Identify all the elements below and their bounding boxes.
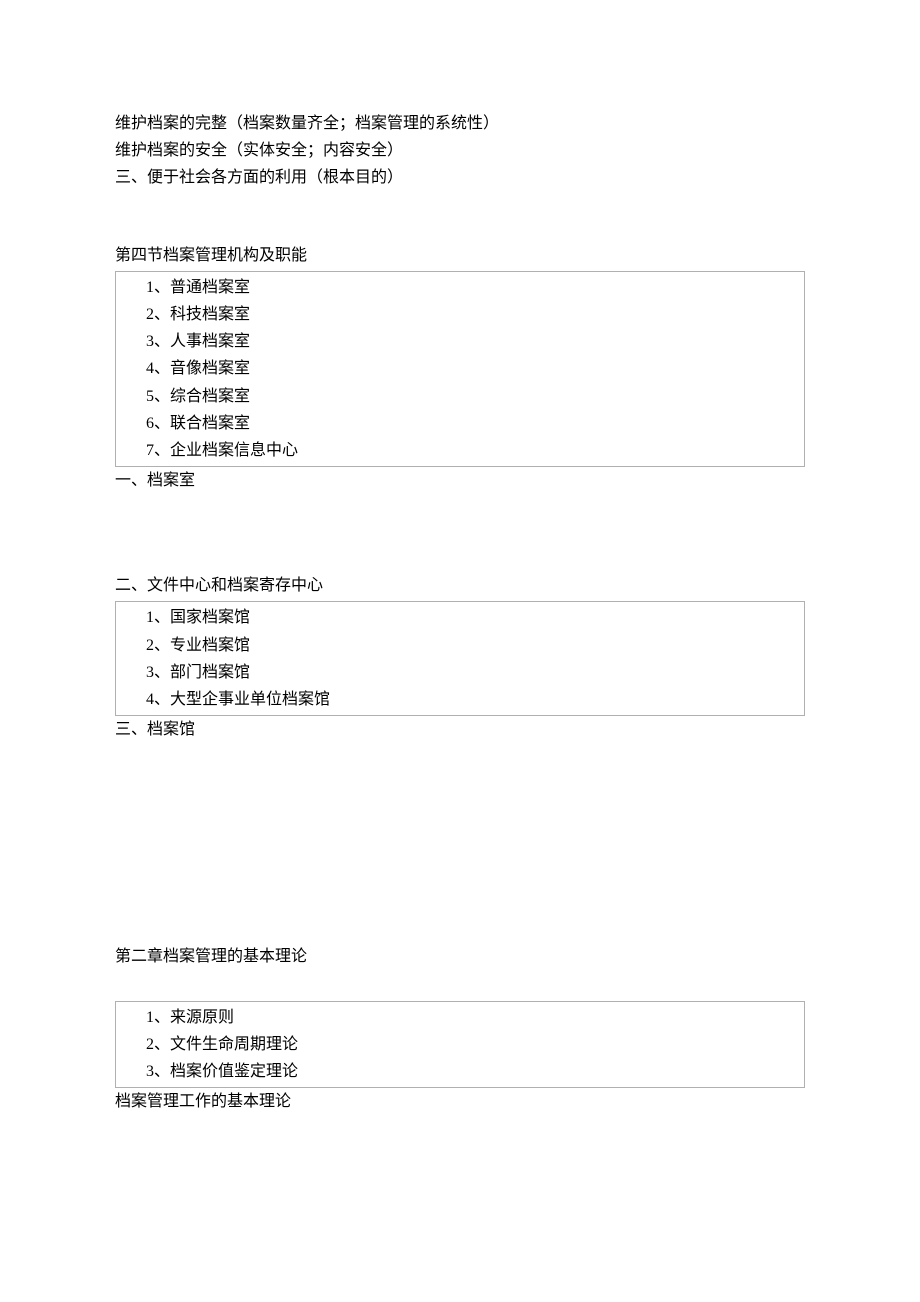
list-item: 2、文件生命周期理论: [146, 1031, 804, 1058]
list-item: 1、普通档案室: [146, 274, 804, 301]
list-item: 4、音像档案室: [146, 355, 804, 382]
list-item: 2、专业档案馆: [146, 632, 804, 659]
list-item: 5、综合档案室: [146, 383, 804, 410]
intro-line-2: 维护档案的安全（实体安全；内容安全）: [115, 137, 805, 164]
list-item: 3、人事档案室: [146, 328, 804, 355]
list-item: 1、国家档案馆: [146, 604, 804, 631]
subsection-1-label: 一、档案室: [115, 467, 805, 494]
intro-line-1: 维护档案的完整（档案数量齐全；档案管理的系统性）: [115, 110, 805, 137]
spacer: [115, 971, 805, 999]
list-item: 4、大型企事业单位档案馆: [146, 686, 804, 713]
list-item: 1、来源原则: [146, 1004, 804, 1031]
spacer: [115, 743, 805, 943]
archive-room-types-box: 1、普通档案室 2、科技档案室 3、人事档案室 4、音像档案室 5、综合档案室 …: [115, 271, 805, 467]
chapter-2-sub-label: 档案管理工作的基本理论: [115, 1088, 805, 1115]
spacer: [115, 494, 805, 572]
subsection-2-label: 二、文件中心和档案寄存中心: [115, 572, 805, 599]
section-4-heading: 第四节档案管理机构及职能: [115, 242, 805, 269]
subsection-3-label: 三、档案馆: [115, 716, 805, 743]
basic-theory-box: 1、来源原则 2、文件生命周期理论 3、档案价值鉴定理论: [115, 1001, 805, 1089]
archive-hall-types-box: 1、国家档案馆 2、专业档案馆 3、部门档案馆 4、大型企事业单位档案馆: [115, 601, 805, 716]
list-item: 2、科技档案室: [146, 301, 804, 328]
list-item: 3、部门档案馆: [146, 659, 804, 686]
list-item: 7、企业档案信息中心: [146, 437, 804, 464]
list-item: 6、联合档案室: [146, 410, 804, 437]
list-item: 3、档案价值鉴定理论: [146, 1058, 804, 1085]
chapter-2-heading: 第二章档案管理的基本理论: [115, 943, 805, 970]
intro-line-3: 三、便于社会各方面的利用（根本目的）: [115, 164, 805, 191]
